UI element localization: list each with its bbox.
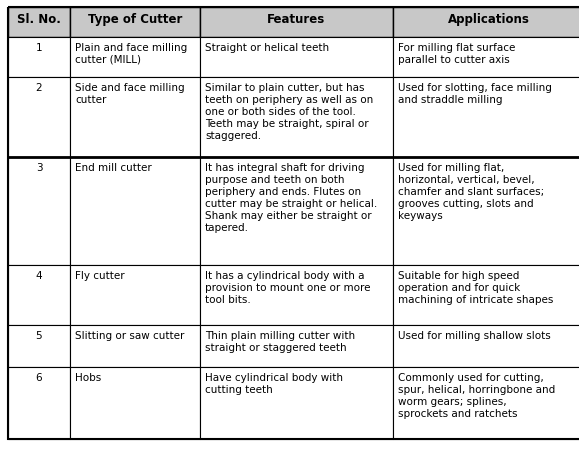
Text: For milling flat surface
parallel to cutter axis: For milling flat surface parallel to cut… — [398, 43, 515, 65]
Text: Used for slotting, face milling
and straddle milling: Used for slotting, face milling and stra… — [398, 83, 552, 105]
Bar — [8, 367, 70, 439]
Bar — [8, 78, 70, 158]
Text: Sl. No.: Sl. No. — [17, 13, 61, 26]
Bar — [70, 367, 200, 439]
Bar — [70, 158, 200, 265]
Text: 3: 3 — [36, 163, 42, 173]
Bar — [393, 78, 579, 158]
Text: Thin plain milling cutter with
straight or staggered teeth: Thin plain milling cutter with straight … — [205, 330, 355, 352]
Bar — [393, 325, 579, 367]
Bar — [200, 265, 393, 325]
Bar — [200, 8, 393, 38]
Bar — [200, 38, 393, 78]
Text: Slitting or saw cutter: Slitting or saw cutter — [75, 330, 184, 340]
Text: Suitable for high speed
operation and for quick
machining of intricate shapes: Suitable for high speed operation and fo… — [398, 271, 554, 304]
Text: 2: 2 — [36, 83, 42, 93]
Text: Applications: Applications — [448, 13, 530, 26]
Bar — [8, 158, 70, 265]
Text: Have cylindrical body with
cutting teeth: Have cylindrical body with cutting teeth — [205, 372, 343, 394]
Text: Side and face milling
cutter: Side and face milling cutter — [75, 83, 185, 105]
Bar — [70, 78, 200, 158]
Text: Used for milling shallow slots: Used for milling shallow slots — [398, 330, 551, 340]
Text: Used for milling flat,
horizontal, vertical, bevel,
chamfer and slant surfaces;
: Used for milling flat, horizontal, verti… — [398, 163, 544, 221]
Text: Straight or helical teeth: Straight or helical teeth — [205, 43, 329, 53]
Bar — [70, 38, 200, 78]
Bar — [200, 78, 393, 158]
Bar — [200, 367, 393, 439]
Text: It has a cylindrical body with a
provision to mount one or more
tool bits.: It has a cylindrical body with a provisi… — [205, 271, 371, 304]
Bar — [8, 325, 70, 367]
Bar — [8, 8, 70, 38]
Bar — [8, 38, 70, 78]
Bar — [70, 8, 200, 38]
Text: Features: Features — [267, 13, 325, 26]
Bar — [393, 38, 579, 78]
Text: End mill cutter: End mill cutter — [75, 163, 152, 173]
Text: 5: 5 — [36, 330, 42, 340]
Text: 6: 6 — [36, 372, 42, 382]
Bar — [393, 8, 579, 38]
Bar — [200, 158, 393, 265]
Bar — [8, 265, 70, 325]
Bar — [393, 265, 579, 325]
Text: Hobs: Hobs — [75, 372, 101, 382]
Text: Plain and face milling
cutter (MILL): Plain and face milling cutter (MILL) — [75, 43, 187, 65]
Text: Commonly used for cutting,
spur, helical, horringbone and
worm gears; splines,
s: Commonly used for cutting, spur, helical… — [398, 372, 555, 418]
Bar — [393, 367, 579, 439]
Text: 1: 1 — [36, 43, 42, 53]
Bar — [200, 325, 393, 367]
Text: Type of Cutter: Type of Cutter — [88, 13, 182, 26]
Bar — [393, 158, 579, 265]
Text: It has integral shaft for driving
purpose and teeth on both
periphery and ends. : It has integral shaft for driving purpos… — [205, 163, 378, 232]
Text: Similar to plain cutter, but has
teeth on periphery as well as on
one or both si: Similar to plain cutter, but has teeth o… — [205, 83, 373, 141]
Bar — [70, 265, 200, 325]
Text: Fly cutter: Fly cutter — [75, 271, 124, 281]
Bar — [70, 325, 200, 367]
Text: 4: 4 — [36, 271, 42, 281]
